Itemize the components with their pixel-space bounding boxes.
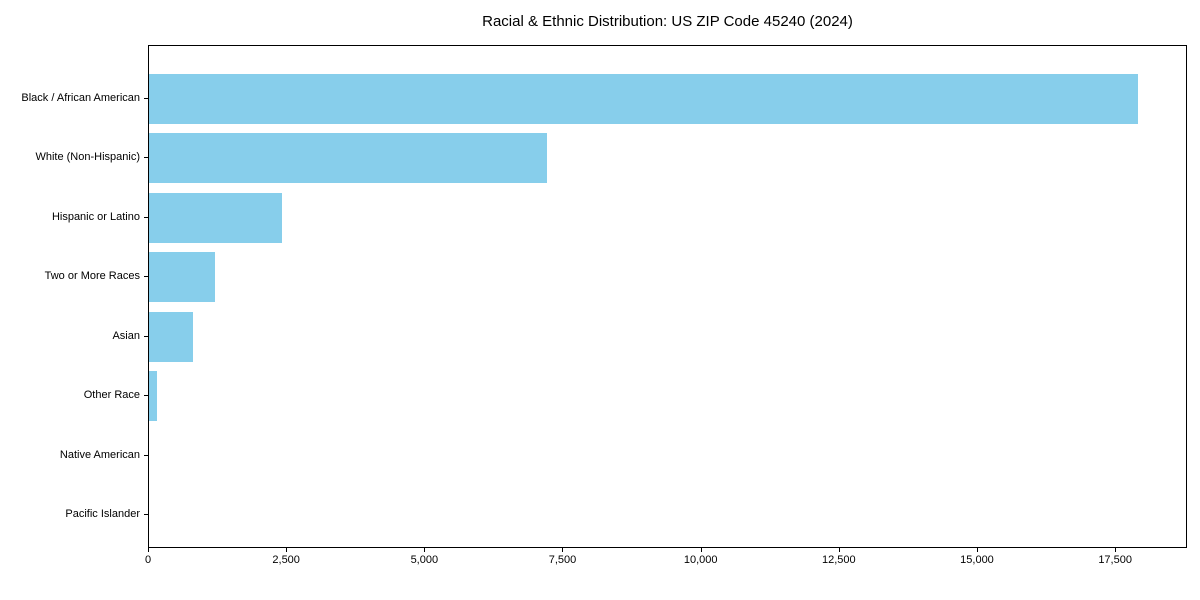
y-tick-label: Native American — [59, 448, 140, 461]
y-tick-label: Hispanic or Latino — [51, 210, 140, 223]
bar — [149, 311, 194, 362]
x-tick-mark — [148, 548, 149, 552]
bar — [149, 371, 158, 422]
y-tick-mark — [144, 395, 148, 397]
y-tick-mark — [144, 514, 148, 516]
x-tick-mark — [976, 548, 978, 552]
x-tick-label: 10,000 — [683, 554, 718, 566]
y-tick-label: Other Race — [83, 389, 140, 402]
y-tick-mark — [144, 335, 148, 337]
x-tick-label: 0 — [144, 554, 152, 566]
y-tick-label: Asian — [112, 329, 140, 342]
chart-title: Racial & Ethnic Distribution: US ZIP Cod… — [482, 13, 853, 30]
bar — [149, 133, 547, 184]
bar — [149, 252, 216, 303]
bar — [149, 192, 282, 243]
x-tick-mark — [286, 548, 288, 552]
x-tick-label: 2,500 — [272, 554, 300, 566]
bar — [149, 73, 1139, 124]
y-tick-mark — [144, 157, 148, 159]
y-tick-label: White (Non-Hispanic) — [35, 151, 140, 164]
x-tick-mark — [562, 548, 564, 552]
x-tick-mark — [700, 548, 702, 552]
x-tick-label: 5,000 — [410, 554, 439, 566]
y-tick-label: Pacific Islander — [65, 508, 140, 521]
y-tick-mark — [144, 216, 148, 218]
x-tick-label: 7,500 — [548, 554, 577, 566]
x-tick-label: 17,500 — [1098, 554, 1132, 566]
x-tick-mark — [838, 548, 840, 552]
x-tick-mark — [424, 548, 426, 552]
y-tick-label: Black / African American — [21, 91, 140, 104]
x-tick-label: 12,500 — [821, 554, 856, 566]
x-tick-mark — [1115, 548, 1117, 552]
y-tick-mark — [144, 454, 148, 456]
x-tick-label: 15,000 — [960, 554, 994, 566]
y-tick-label: Two or More Races — [44, 270, 140, 283]
y-tick-mark — [144, 276, 148, 278]
plot-area — [148, 45, 1187, 548]
y-tick-mark — [144, 97, 148, 99]
